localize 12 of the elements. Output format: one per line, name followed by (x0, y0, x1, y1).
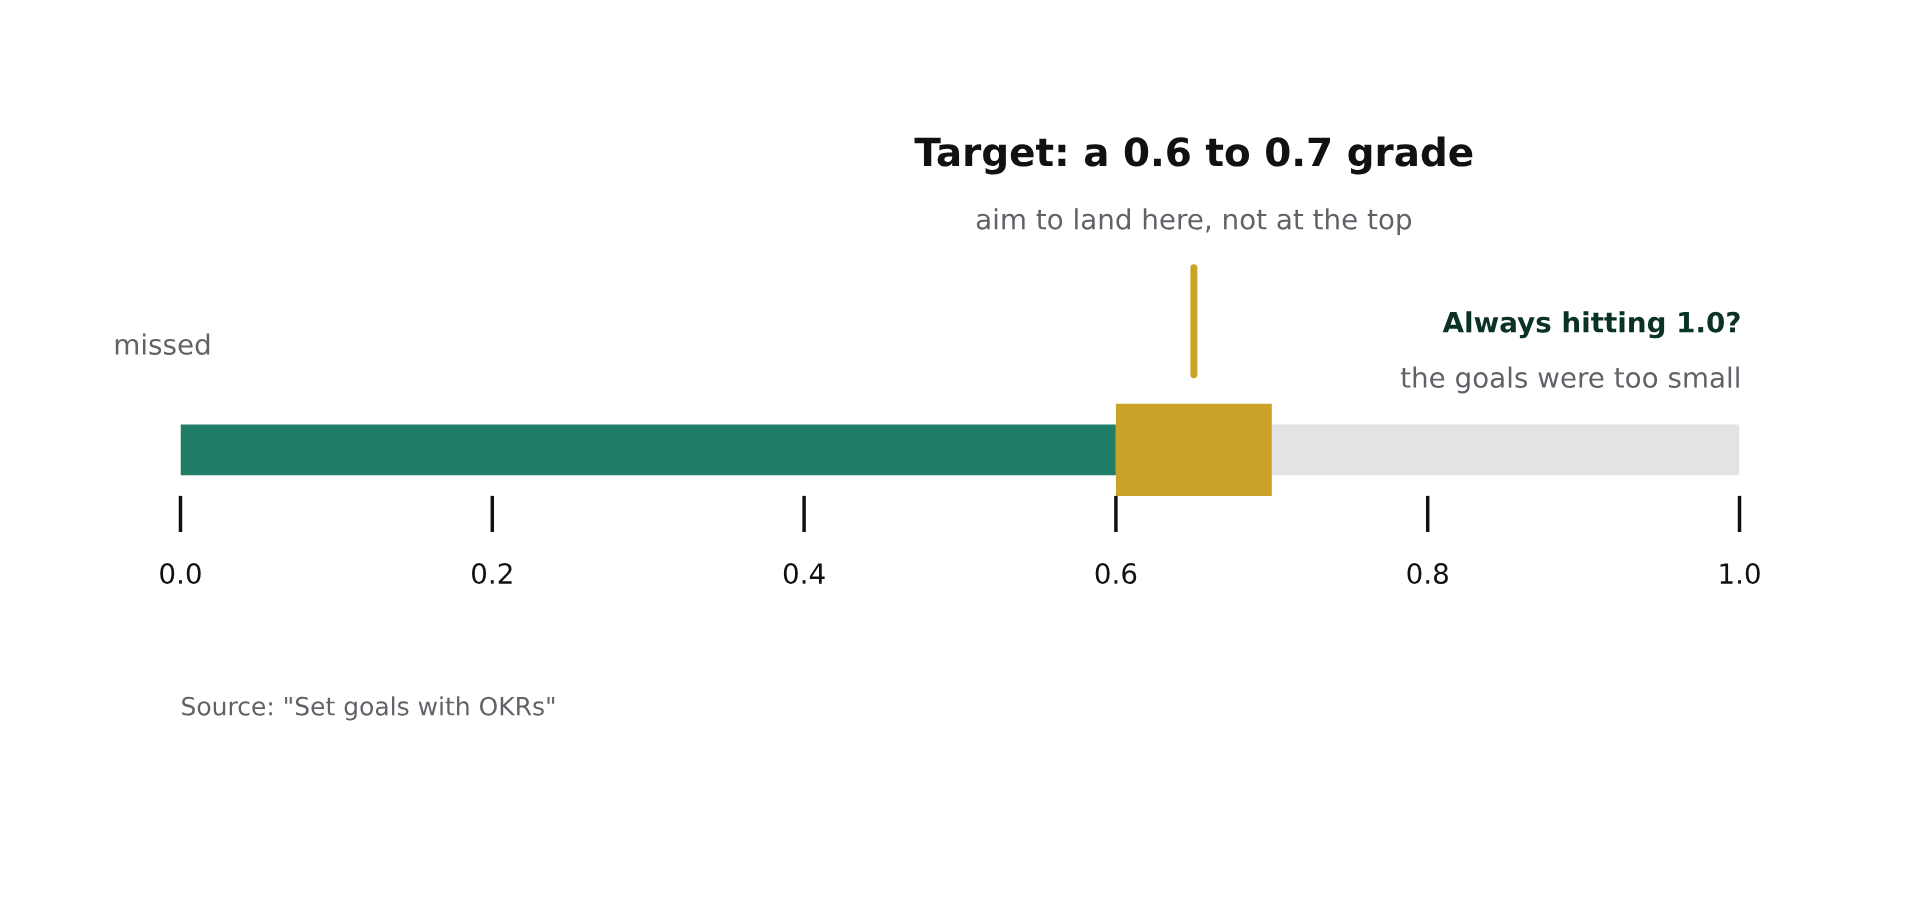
x-tick-label: 0.6 (1095, 563, 1137, 585)
source-note: Source: "Set goals with OKRs" (182, 696, 555, 721)
text: the goals were too small (1400, 366, 1739, 394)
x-tick-label: 0.4 (783, 563, 825, 585)
chart-title: Target: a 0.6 to 0.7 grade (914, 136, 1473, 175)
text: Always hitting 1.0? (1442, 311, 1740, 339)
text: missed (115, 333, 210, 355)
x-tick-label: 0.8 (1407, 563, 1448, 585)
x-tick-label: 1.0 (1720, 563, 1760, 585)
x-tick-label: 0.2 (472, 563, 512, 585)
text: aim to land here, not at the top (976, 208, 1412, 236)
x-tick-label: 0.0 (160, 563, 201, 585)
